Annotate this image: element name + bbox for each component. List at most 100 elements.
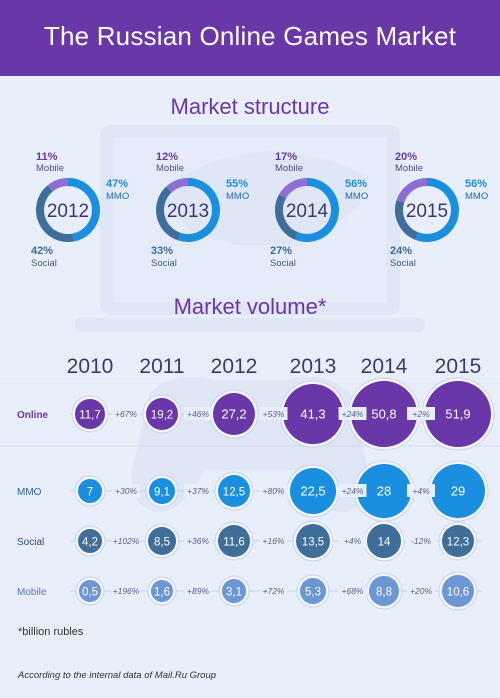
growth-label-bg	[407, 484, 435, 497]
growth-label-bg	[112, 584, 140, 597]
mobile-series-label: Mobile	[395, 163, 423, 174]
bubble-value-label: 8,5	[154, 537, 170, 549]
header-bar	[0, 0, 500, 76]
year-column-label: 2012	[211, 355, 258, 378]
donut-year-label: 2015	[406, 201, 448, 222]
donut-slice-social	[395, 200, 419, 240]
growth-label: +72%	[263, 586, 285, 596]
bubble	[442, 575, 474, 607]
growth-label: +196%	[113, 586, 140, 596]
mobile-percent-label: 11%	[36, 151, 58, 163]
growth-label-bg	[112, 534, 140, 547]
donut-year-label: 2013	[167, 201, 209, 222]
bubble-value-label: 11,7	[79, 410, 101, 422]
growth-label-bg	[184, 534, 212, 547]
bubble	[151, 580, 173, 602]
year-column-label: 2015	[435, 355, 482, 378]
bubble	[351, 381, 417, 447]
growth-label: -12%	[411, 536, 431, 546]
bubble-value-label: 19,2	[151, 410, 173, 422]
mobile-series-label: Mobile	[275, 163, 303, 174]
bubble-value-label: 1,6	[154, 587, 170, 599]
growth-label: +4%	[412, 486, 430, 496]
growth-label: +46%	[187, 409, 209, 419]
bubble-value-label: 14	[378, 537, 391, 549]
growth-label-bg	[112, 484, 140, 497]
social-percent-label: 24%	[390, 245, 412, 257]
social-percent-label: 33%	[151, 245, 173, 257]
mmo-percent-label: 47%	[106, 178, 128, 190]
mmo-percent-label: 55%	[226, 178, 248, 190]
social-percent-label: 42%	[31, 245, 53, 257]
donut-slice-mobile	[166, 178, 189, 193]
bubble	[78, 529, 102, 553]
growth-label: +89%	[187, 586, 209, 596]
donut-slice-social	[156, 186, 181, 241]
bubble-value-label: 29	[451, 484, 465, 499]
growth-label-bg	[338, 584, 367, 597]
growth-label-bg	[259, 584, 288, 597]
growth-label-bg	[184, 484, 212, 497]
growth-label: +36%	[187, 536, 209, 546]
growth-label-bg	[338, 407, 367, 420]
footnote: *billion rubles	[18, 626, 84, 638]
bubble	[367, 524, 401, 558]
bubble	[148, 527, 176, 555]
bubble-value-label: 12,5	[223, 487, 245, 499]
donut-year-label: 2014	[286, 201, 329, 222]
bubble-value-label: 13,5	[302, 537, 324, 549]
bubble-value-label: 8,8	[376, 587, 392, 599]
growth-label: +20%	[410, 586, 432, 596]
donut-slice-mobile	[47, 178, 69, 192]
bubble-value-label: 10,6	[447, 587, 469, 599]
donut-year-label: 2012	[47, 201, 89, 222]
bubble-value-label: 0,5	[82, 587, 98, 599]
growth-label: +68%	[342, 586, 364, 596]
growth-label: +16%	[263, 536, 285, 546]
donut-slice-mmo	[178, 178, 220, 242]
year-column-label: 2014	[361, 355, 408, 378]
bubble	[442, 525, 474, 557]
donut-slice-mobile	[396, 178, 428, 203]
market-structure-title: Market structure	[170, 94, 330, 119]
growth-label-bg	[112, 407, 140, 420]
market-volume-title: Market volume*	[173, 294, 327, 319]
bubble-value-label: 3,1	[226, 587, 242, 599]
year-column-label: 2010	[67, 355, 114, 378]
bubble	[431, 464, 485, 518]
bubble	[283, 384, 343, 444]
bubble	[222, 579, 246, 603]
mmo-series-label: MMO	[226, 191, 249, 202]
bubble-value-label: 11,6	[223, 537, 245, 549]
row-label: Online	[17, 410, 49, 421]
bubble	[357, 464, 411, 518]
row-label: Social	[17, 537, 44, 548]
growth-label-bg	[407, 407, 435, 420]
bubble	[425, 381, 491, 447]
bubble-value-label: 28	[377, 484, 391, 499]
growth-label: +24%	[342, 409, 364, 419]
growth-label: +2%	[412, 409, 430, 419]
growth-label: +80%	[263, 486, 285, 496]
growth-label-bg	[338, 534, 367, 547]
mobile-series-label: Mobile	[156, 163, 184, 174]
mobile-percent-label: 20%	[395, 151, 417, 163]
social-series-label: Social	[390, 258, 416, 269]
bubble-value-label: 41,3	[300, 407, 325, 422]
social-percent-label: 27%	[270, 245, 292, 257]
bubble	[146, 398, 178, 430]
donut-slice-mmo	[67, 178, 100, 242]
monitor-base-shape	[75, 318, 425, 332]
mmo-series-label: MMO	[345, 191, 368, 202]
bubble-value-label: 22,5	[300, 484, 325, 499]
bubble-value-label: 27,2	[221, 407, 246, 422]
bubble	[78, 479, 102, 503]
bubble	[213, 393, 255, 435]
growth-label: +102%	[113, 536, 140, 546]
mmo-percent-label: 56%	[345, 178, 367, 190]
row-label: Mobile	[17, 587, 47, 598]
year-column-label: 2013	[290, 355, 337, 378]
growth-label-bg	[259, 484, 288, 497]
